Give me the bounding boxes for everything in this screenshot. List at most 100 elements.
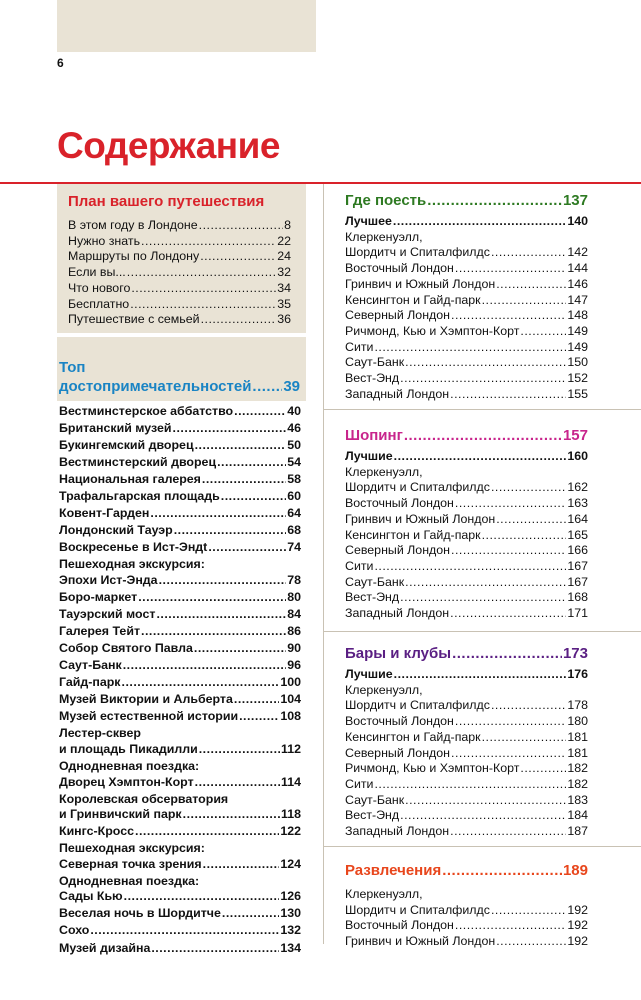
toc-entry[interactable]: Лондонский Тауэр 68: [59, 523, 301, 539]
toc-entry[interactable]: Сити 149: [345, 340, 588, 356]
toc-entry[interactable]: Боро-маркет 80: [59, 590, 301, 606]
toc-entry-best[interactable]: Лучшее 140: [345, 214, 588, 230]
toc-entry-label: Восточный Лондон: [345, 261, 454, 276]
toc-entry[interactable]: Кингс-Кросс 122: [59, 824, 301, 840]
toc-entry-page: 171: [567, 606, 588, 621]
toc-entry[interactable]: Саут-Банк 183: [345, 793, 588, 809]
toc-entry-multiline[interactable]: Однодневная поездка:Дворец Хэмптон-Корт 1…: [59, 759, 301, 790]
toc-entry[interactable]: Галерея Тейт 86: [59, 624, 301, 640]
toc-entry-label: Гринвич и Южный Лондон: [345, 276, 496, 291]
toc-entry[interactable]: Кенсингтон и Гайд-парк 181: [345, 730, 588, 746]
toc-entry[interactable]: Музей естественной истории 108: [59, 709, 301, 725]
toc-entry[interactable]: Вест-Энд 184: [345, 808, 588, 824]
toc-entry[interactable]: Саут-Банк 167: [345, 575, 588, 591]
section-title-fun[interactable]: Развлечения 189: [345, 861, 588, 881]
toc-entry[interactable]: Северный Лондон 148: [345, 308, 588, 324]
toc-entry[interactable]: Восточный Лондон 144: [345, 261, 588, 277]
toc-entry[interactable]: Вестминстерский дворец 54: [59, 455, 301, 471]
toc-entry[interactable]: Маршруты по Лондону 24: [68, 249, 291, 265]
toc-entry-label: Боро-маркет: [59, 590, 138, 605]
toc-entry[interactable]: Северный Лондон 166: [345, 543, 588, 559]
toc-leader: [199, 742, 280, 758]
toc-entry[interactable]: Северный Лондон 181: [345, 746, 588, 762]
toc-entry[interactable]: Сити 182: [345, 777, 588, 793]
toc-entry[interactable]: Что нового 34: [68, 281, 291, 297]
toc-entry[interactable]: Саут-Банк 150: [345, 355, 588, 371]
toc-entry[interactable]: Собор Святого Павла 90: [59, 641, 301, 657]
toc-entry-label: Северный Лондон: [345, 308, 451, 323]
toc-entry[interactable]: Саут-Банк 96: [59, 658, 301, 674]
top-sights-title[interactable]: Топ достопримечательностей 39: [59, 358, 300, 396]
toc-leader: [496, 934, 566, 950]
toc-entry[interactable]: Веселая ночь в Шордитче 130: [59, 906, 301, 922]
toc-leader: [496, 512, 566, 528]
toc-entry-multiline[interactable]: Клеркенуэлл,Шордитч и Спиталфилдс 178: [345, 683, 588, 714]
toc-entry[interactable]: Музей Виктории и Альберта 104: [59, 692, 301, 708]
toc-leader: [252, 377, 282, 396]
toc-entry-multiline[interactable]: Королевская обсерватория и Гринвичский па…: [59, 792, 301, 823]
toc-entry[interactable]: Гайд-парк 100: [59, 675, 301, 691]
toc-entry-multiline[interactable]: Однодневная поездка:Сады Кью 126: [59, 874, 301, 905]
toc-entry[interactable]: Гринвич и Южный Лондон 192: [345, 934, 588, 950]
toc-entry[interactable]: Шордитч и Спиталфилдс 162: [345, 480, 588, 496]
toc-entry[interactable]: Национальная галерея 58: [59, 472, 301, 488]
section-title-eat[interactable]: Где поесть 137: [345, 191, 588, 211]
toc-entry[interactable]: Гринвич и Южный Лондон 146: [345, 277, 588, 293]
toc-entry[interactable]: Западный Лондон 155: [345, 387, 588, 403]
toc-entry-multiline[interactable]: Клеркенуэлл,Шордитч и Спиталфилдс 162: [345, 465, 588, 496]
toc-entry[interactable]: Музей дизайна 134: [59, 941, 301, 957]
section-title-shop[interactable]: Шопинг 157: [345, 426, 588, 446]
toc-leader: [124, 889, 280, 905]
toc-entry[interactable]: Восточный Лондон 180: [345, 714, 588, 730]
toc-entry-multiline[interactable]: Пешеходная экскурсия:Эпохи Ист-Энда 78: [59, 557, 301, 588]
toc-entry[interactable]: Дворец Хэмптон-Корт 114: [59, 775, 301, 791]
toc-entry[interactable]: Британский музей 46: [59, 421, 301, 437]
toc-entry[interactable]: Западный Лондон 171: [345, 606, 588, 622]
toc-entry[interactable]: Нужно знать 22: [68, 234, 291, 250]
toc-entry-page: 137: [562, 192, 588, 209]
toc-entry[interactable]: Кенсингтон и Гайд-парк 165: [345, 528, 588, 544]
toc-entry-multiline[interactable]: Пешеходная экскурсия: Северная точка зрен…: [59, 841, 301, 872]
toc-entry[interactable]: Ковент-Гарден 64: [59, 506, 301, 522]
toc-entry[interactable]: Ричмонд, Кью и Хэмптон-Корт 149: [345, 324, 588, 340]
toc-entry-multiline[interactable]: Клеркенуэлл,Шордитч и Спиталфилдс 142: [345, 230, 588, 261]
toc-entry[interactable]: Шордитч и Спиталфилдс 142: [345, 245, 588, 261]
toc-entry-best[interactable]: Лучшие 176: [345, 667, 588, 683]
toc-entry[interactable]: Сады Кью 126: [59, 889, 301, 905]
toc-entry[interactable]: Кенсингтон и Гайд-парк 147: [345, 293, 588, 309]
toc-entry[interactable]: Западный Лондон 187: [345, 824, 588, 840]
toc-entry-line1: Пешеходная экскурсия:: [59, 841, 205, 856]
toc-entry-page: 118: [281, 807, 301, 822]
toc-entry[interactable]: Шордитч и Спиталфилдс 192: [345, 903, 588, 919]
section-title-bars[interactable]: Бары и клубы 173: [345, 644, 588, 664]
toc-entry[interactable]: Бесплатно 35: [68, 297, 291, 313]
toc-entry[interactable]: Гринвич и Южный Лондон 164: [345, 512, 588, 528]
toc-entry[interactable]: Вест-Энд 168: [345, 590, 588, 606]
toc-entry-label: Шордитч и Спиталфилдс: [345, 480, 490, 495]
toc-entry[interactable]: Вестминстерское аббатство 40: [59, 404, 301, 420]
toc-entry[interactable]: Северная точка зрения 124: [59, 857, 301, 873]
toc-entry[interactable]: Тауэрский мост 84: [59, 607, 301, 623]
toc-entry[interactable]: Вест-Энд 152: [345, 371, 588, 387]
toc-entry[interactable]: Эпохи Ист-Энда 78: [59, 573, 301, 589]
toc-entry[interactable]: и площадь Пикадилли 112: [59, 742, 301, 758]
toc-entry[interactable]: Шордитч и Спиталфилдс 178: [345, 698, 588, 714]
toc-entry[interactable]: Сити 167: [345, 559, 588, 575]
toc-entry[interactable]: Ричмонд, Кью и Хэмптон-Корт 182: [345, 761, 588, 777]
toc-entry[interactable]: Восточный Лондон 192: [345, 918, 588, 934]
toc-entry[interactable]: Путешествие с семьей 36: [68, 312, 291, 328]
toc-entry[interactable]: Восточный Лондон 163: [345, 496, 588, 512]
toc-entry[interactable]: Трафальгарская площадь 60: [59, 489, 301, 505]
toc-entry[interactable]: и Гринвичский парк 118: [59, 807, 301, 823]
toc-entry-page: 178: [567, 698, 588, 713]
toc-entry-best[interactable]: Лучшие 160: [345, 449, 588, 465]
toc-entry[interactable]: Если вы... 32: [68, 265, 291, 281]
toc-entry-page: 130: [280, 906, 301, 921]
toc-entry[interactable]: Сохо 132: [59, 923, 301, 939]
toc-entry[interactable]: Букингемский дворец 50: [59, 438, 301, 454]
toc-leader: [520, 324, 566, 340]
toc-entry[interactable]: Воскресенье в Ист-Эндt 74: [59, 540, 301, 556]
toc-entry-multiline[interactable]: Клеркенуэлл,Шордитч и Спиталфилдс 192: [345, 887, 588, 918]
toc-entry[interactable]: В этом году в Лондоне 8: [68, 218, 291, 234]
